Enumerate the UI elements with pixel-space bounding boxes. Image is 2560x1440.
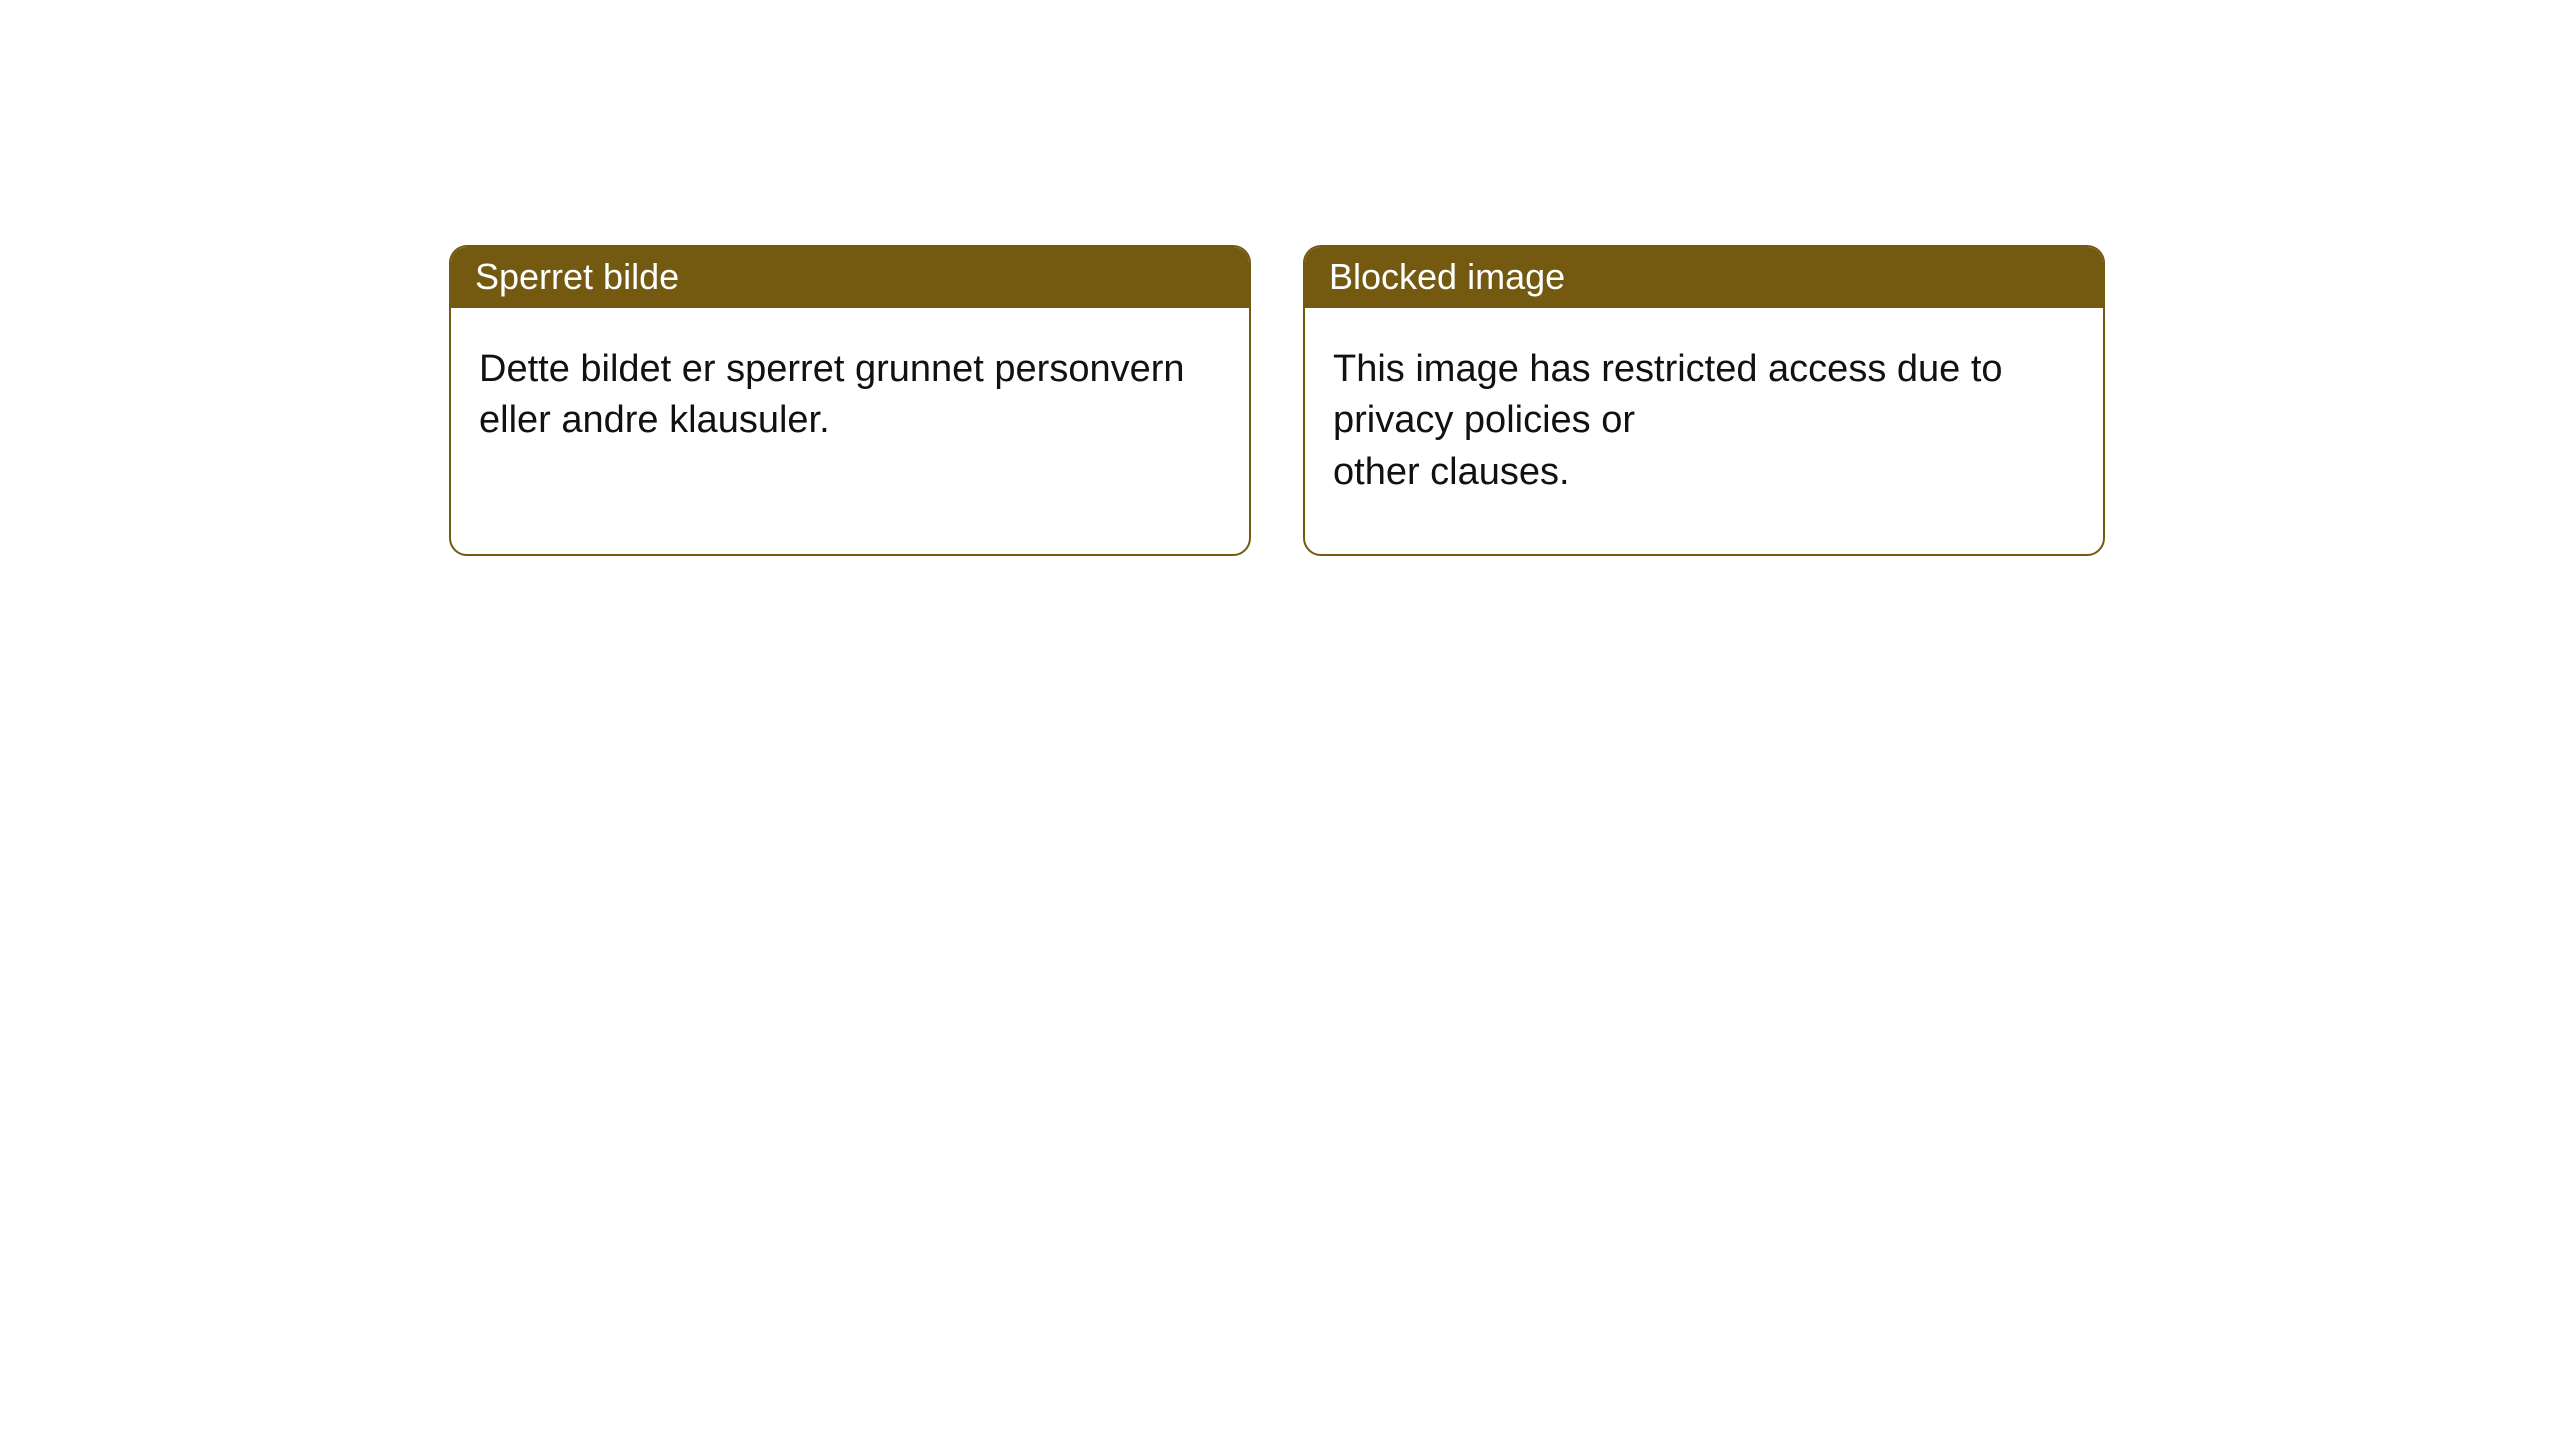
notice-card-body: This image has restricted access due to … (1305, 308, 2103, 554)
notice-cards-container: Sperret bilde Dette bildet er sperret gr… (0, 0, 2560, 556)
notice-card-norwegian: Sperret bilde Dette bildet er sperret gr… (449, 245, 1251, 556)
notice-card-body: Dette bildet er sperret grunnet personve… (451, 308, 1249, 503)
notice-card-english: Blocked image This image has restricted … (1303, 245, 2105, 556)
notice-card-header: Blocked image (1305, 247, 2103, 308)
notice-card-header: Sperret bilde (451, 247, 1249, 308)
